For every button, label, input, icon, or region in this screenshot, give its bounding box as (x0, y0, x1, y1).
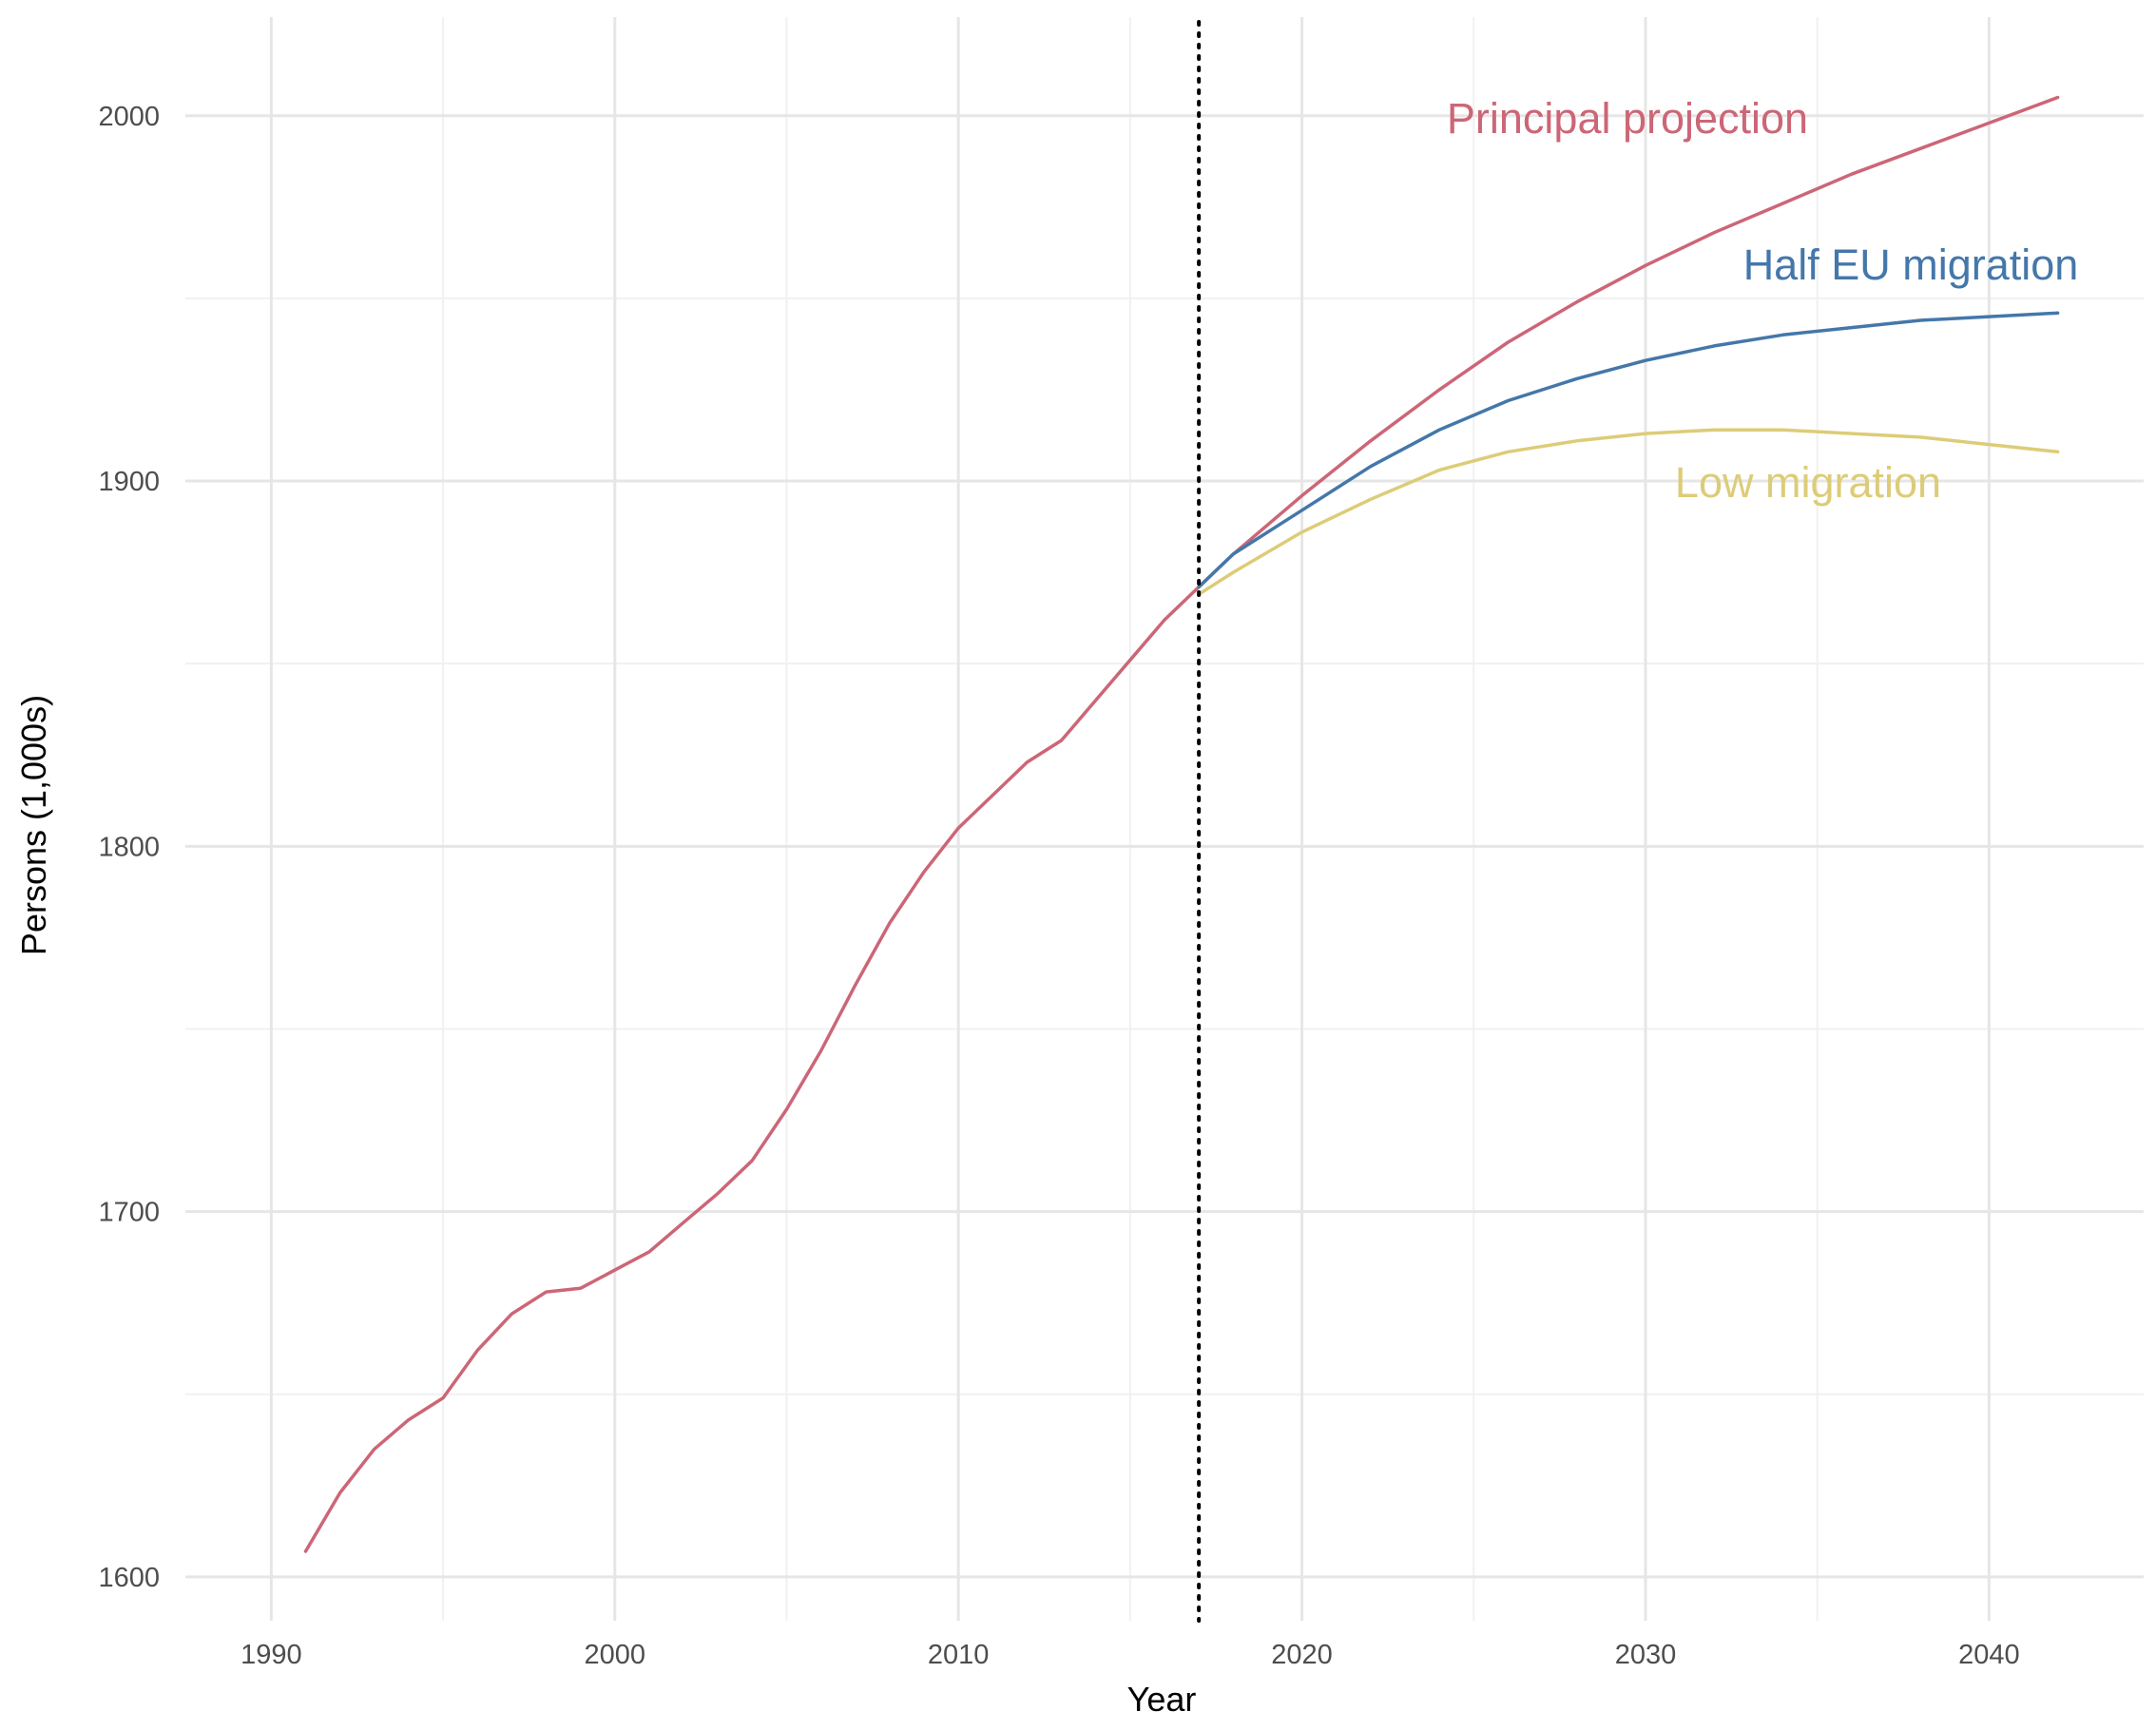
series-label-half-eu-migration: Half EU migration (1743, 240, 2079, 289)
grid-minor (185, 17, 2144, 1621)
x-tick-label: 2040 (1958, 1640, 2020, 1670)
x-tick-label: 2020 (1271, 1640, 1333, 1670)
series-label-low-migration: Low migration (1675, 458, 1941, 507)
series-line-half-eu-migration (1197, 311, 2060, 589)
series-lines (303, 95, 2060, 1553)
series-line-low-migration (1197, 428, 2060, 596)
x-tick-label: 2030 (1615, 1640, 1677, 1670)
y-axis-ticks: 1600 1700 1800 1900 2000 (98, 102, 160, 1593)
y-tick-label: 1600 (98, 1563, 160, 1593)
x-tick-label: 2010 (928, 1640, 990, 1670)
series-label-principal-projection: Principal projection (1447, 94, 1808, 143)
x-axis-ticks: 1990 2000 2010 2020 2030 2040 (241, 1640, 2020, 1670)
y-tick-label: 1900 (98, 467, 160, 497)
y-axis-title: Persons (1,000s) (14, 695, 53, 955)
y-tick-label: 1800 (98, 832, 160, 862)
x-tick-label: 1990 (241, 1640, 302, 1670)
x-axis-title: Year (1127, 1680, 1197, 1719)
grid-major (185, 17, 2144, 1621)
series-line-principal-projection (303, 95, 2060, 1553)
y-tick-label: 1700 (98, 1198, 160, 1228)
x-tick-label: 2000 (584, 1640, 645, 1670)
y-tick-label: 2000 (98, 102, 160, 132)
